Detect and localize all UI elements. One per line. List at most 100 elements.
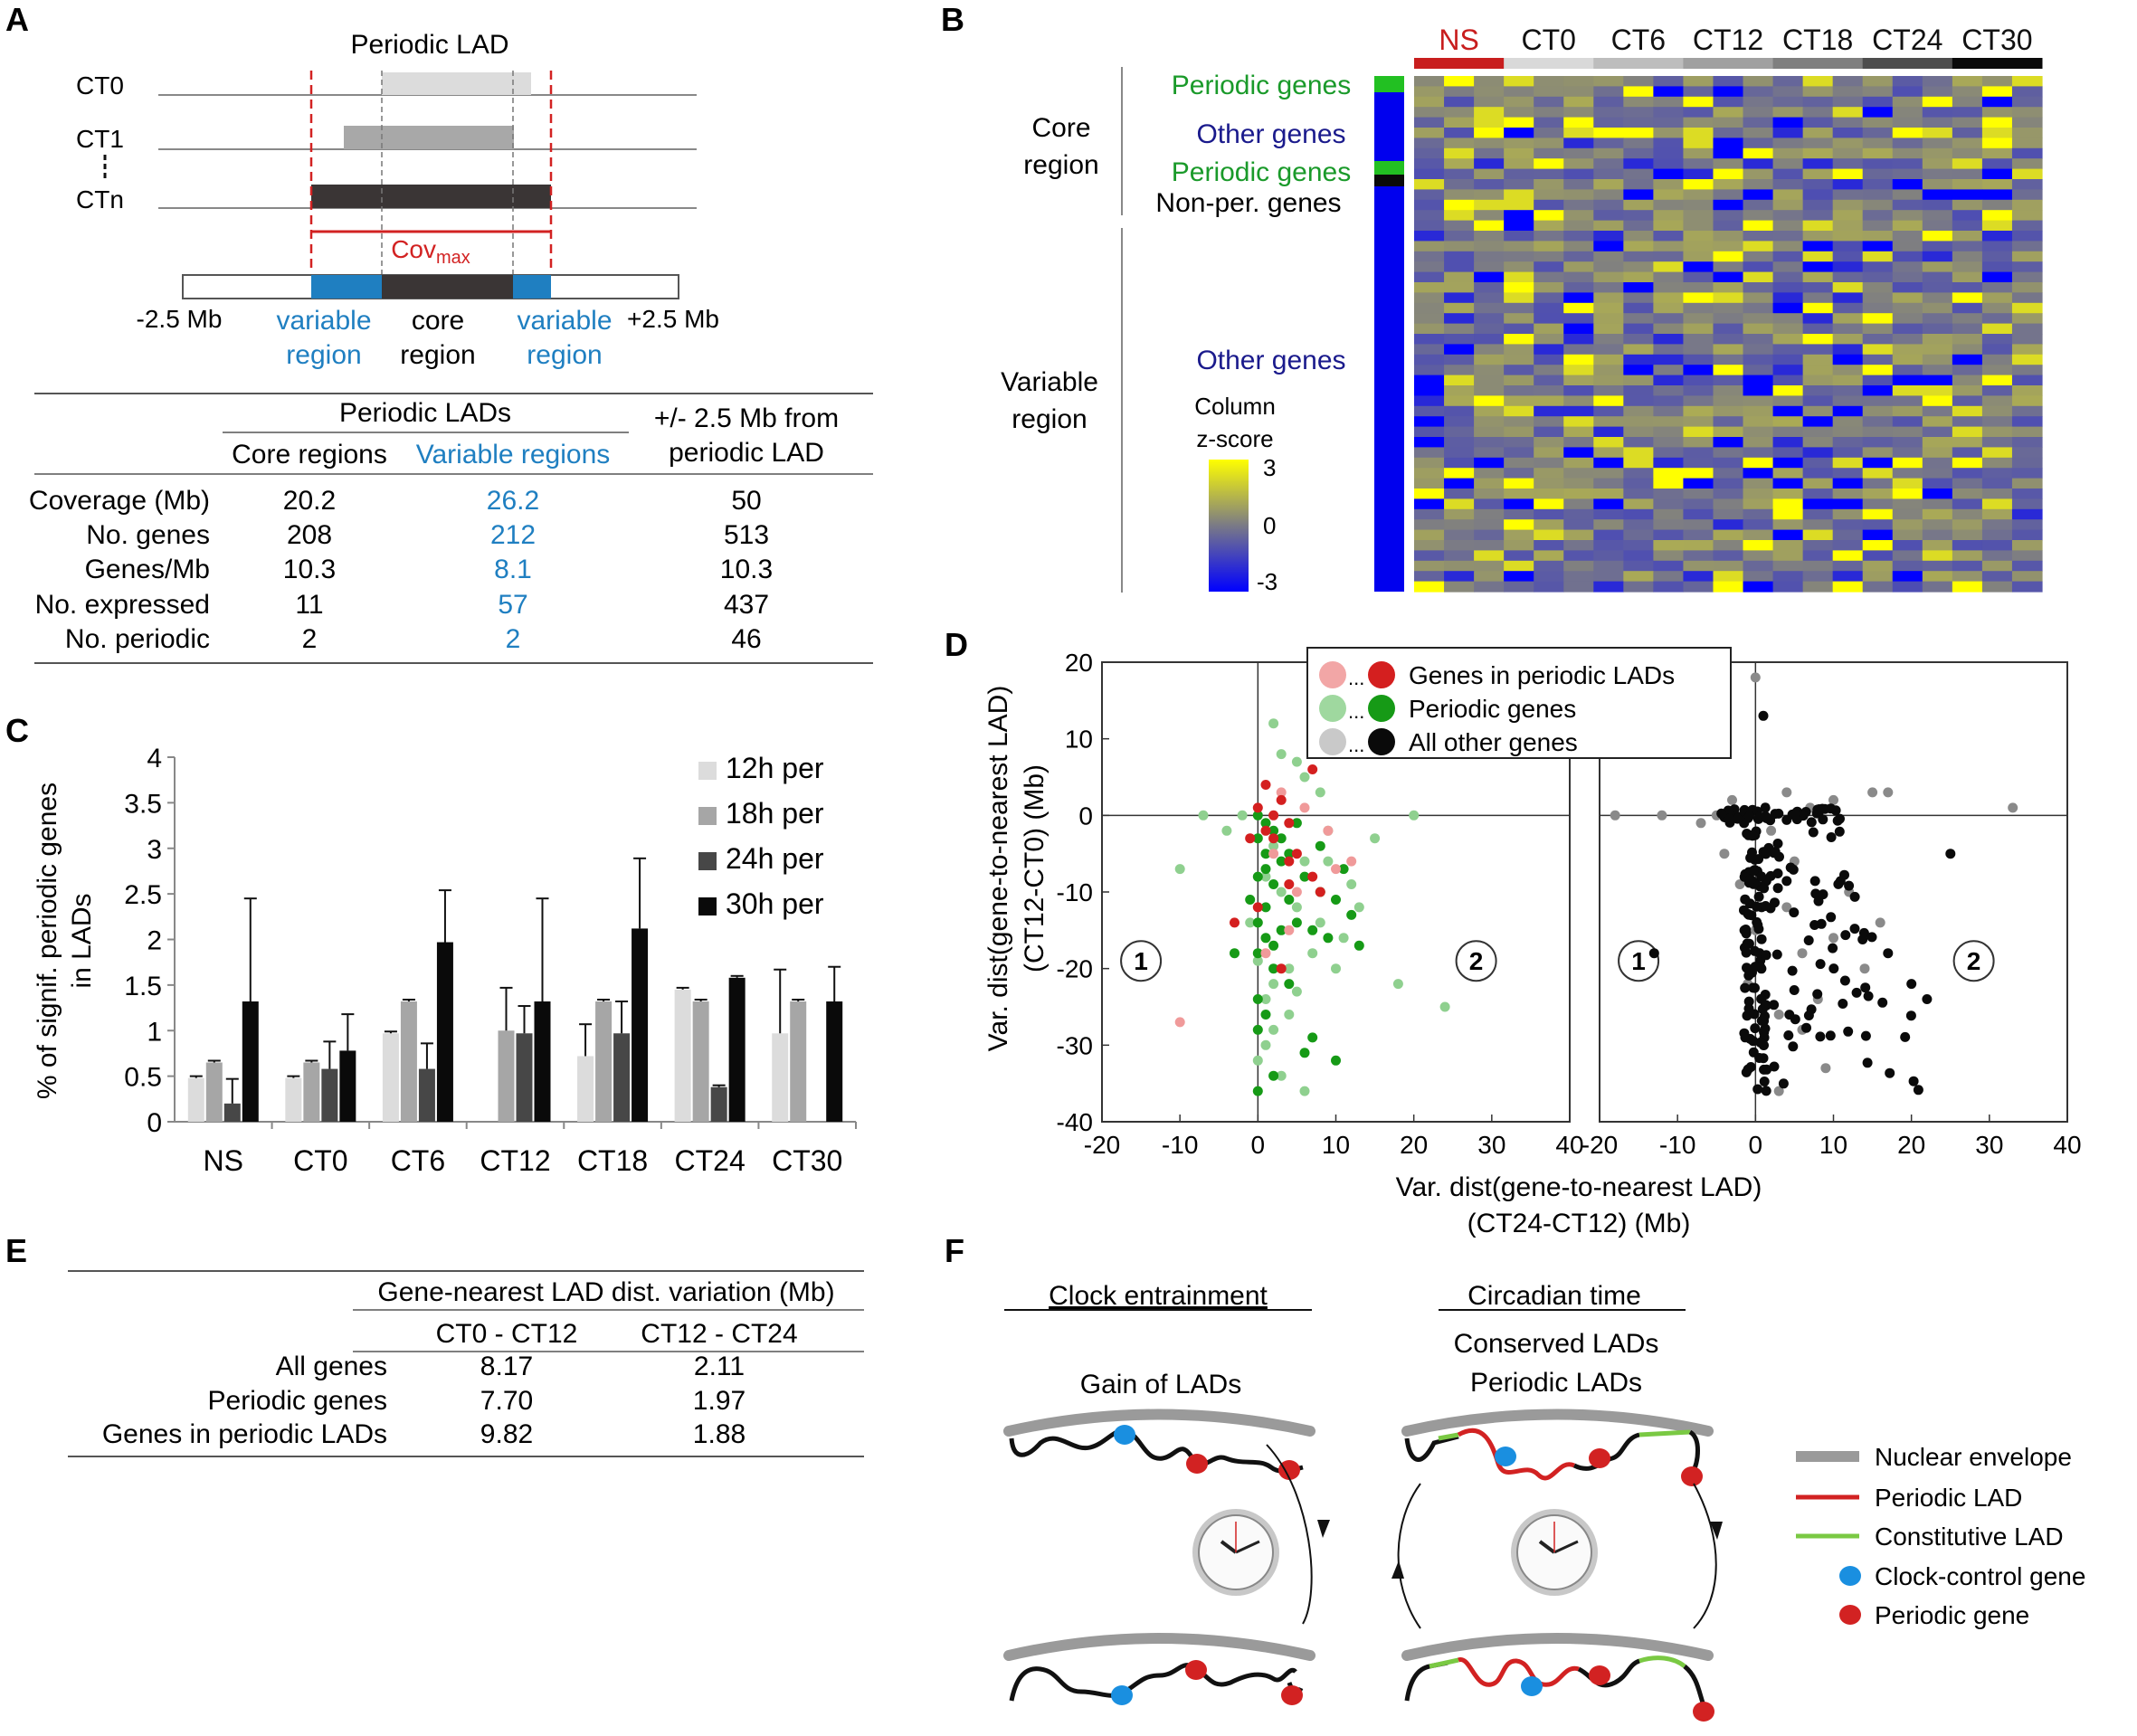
scatter-point	[1331, 1055, 1341, 1066]
scatter-point	[1838, 999, 1848, 1009]
x-tick-label: NS	[204, 1144, 243, 1177]
heatmap-cell	[1743, 519, 1774, 531]
heatmap-cell	[1563, 179, 1594, 190]
heatmap-cell	[1802, 76, 1834, 87]
clock-control-gene-dot	[1495, 1447, 1516, 1466]
heatmap-cell	[2011, 128, 2043, 138]
scatter-point	[1284, 895, 1295, 905]
heatmap-cell	[1593, 385, 1624, 396]
scatter-point	[1866, 932, 1877, 943]
heatmap-cell	[1623, 560, 1654, 572]
heatmap-cell	[1444, 489, 1475, 499]
heatmap-cell	[1892, 447, 1923, 459]
heatmap-cell	[1922, 581, 1953, 593]
scatter-point	[1787, 965, 1798, 976]
heatmap-cell	[1414, 508, 1445, 520]
heatmap-cell	[1474, 251, 1505, 262]
heatmap-cell	[1683, 426, 1714, 438]
heatmap-cell	[1593, 571, 1624, 583]
heatmap-cell	[1981, 457, 2013, 469]
table-group-header: Periodic LADs	[339, 398, 511, 428]
x-tick-label: CT12	[480, 1144, 550, 1177]
heatmap-cell	[1713, 375, 1744, 386]
heatmap-cell	[2011, 498, 2043, 510]
heatmap-cell	[1683, 107, 1714, 119]
colorbar-tick-top: 3	[1263, 454, 1276, 481]
table-col-flank-2: periodic LAD	[669, 438, 824, 468]
heatmap-cell	[1713, 292, 1744, 304]
x-tick-label: CT6	[391, 1144, 445, 1177]
heatmap-cell	[1593, 365, 1624, 376]
heatmap-cell	[1683, 437, 1714, 448]
heading-clock-entrainment: Clock entrainment	[1049, 1281, 1268, 1311]
heatmap-cell	[1743, 334, 1774, 345]
heatmap-cell	[1802, 468, 1834, 479]
heatmap-cell	[1892, 437, 1923, 448]
scatter-point	[1839, 869, 1849, 880]
heatmap-cell	[1802, 529, 1834, 541]
scatter-point	[1790, 1014, 1800, 1025]
heatmap-cell	[1474, 519, 1505, 531]
scatter-point	[1268, 940, 1279, 951]
panel-b: B NS CT0 CT6 CT12 CT18 CT24 CT30 Core region V…	[941, 1, 2043, 595]
heatmap-cell	[1802, 261, 1834, 273]
heatmap-cell	[1832, 365, 1864, 376]
table-e-col1: CT0 - CT12	[436, 1319, 578, 1349]
heatmap-cell	[1772, 354, 1804, 365]
legend-swatch	[698, 852, 717, 870]
heatmap-cell	[2011, 375, 2043, 386]
scatter-point	[1788, 1041, 1799, 1052]
heatmap-cell	[1623, 158, 1654, 170]
heatmap-cell	[1922, 365, 1953, 376]
heatmap-cell	[1832, 179, 1864, 190]
heatmap-cell	[1772, 128, 1804, 138]
heatmap-cell	[1952, 220, 1983, 232]
variable-region-right	[513, 275, 551, 299]
scatter-point	[1260, 994, 1271, 1004]
heatmap-cell	[2011, 107, 2043, 119]
heatmap-cell	[1414, 128, 1445, 138]
heatmap-cell	[1653, 231, 1685, 242]
heatmap-cell	[1743, 117, 1774, 128]
legend-swatch-faint	[1319, 728, 1346, 755]
heatmap-cell	[1504, 96, 1534, 108]
heatmap-cell	[1832, 571, 1864, 583]
heatmap-cell	[1952, 375, 1983, 386]
heatmap-cell	[1832, 128, 1864, 138]
heatmap-cell	[1892, 107, 1923, 119]
heatmap-cell	[1772, 282, 1804, 293]
x-tick-label: 0	[1251, 1131, 1266, 1159]
heatmap-cell	[1534, 478, 1564, 489]
scatter-point	[1770, 847, 1781, 857]
scatter-point	[1745, 874, 1756, 885]
heatmap-cell	[1593, 282, 1624, 293]
legend-swatch-faint	[1319, 695, 1346, 722]
colorbar-title-2: z-score	[1196, 425, 1273, 452]
heatmap-column-bar	[1952, 58, 2043, 69]
heatmap-cell	[1414, 168, 1445, 180]
heatmap-cell	[1593, 251, 1624, 262]
heatmap-cell	[1862, 365, 1894, 376]
heatmap-cell	[1504, 241, 1534, 252]
heatmap-cell	[1713, 354, 1744, 365]
heatmap-cell	[1952, 581, 1983, 593]
heatmap-cell	[2011, 489, 2043, 499]
heatmap-cell	[1623, 323, 1654, 335]
heatmap-cell	[1474, 261, 1505, 273]
chart-d-xlabel-1: Var. dist(gene-to-nearest LAD)	[1396, 1172, 1762, 1202]
heatmap-column-bar	[1504, 58, 1594, 69]
x-tick-label: -20	[1581, 1131, 1618, 1159]
scatter-point	[1759, 883, 1770, 894]
heatmap-cell	[1474, 107, 1505, 119]
periodic-gene-dot	[1281, 1685, 1303, 1705]
heatmap-cell	[1713, 251, 1744, 262]
heatmap-cell	[1504, 282, 1534, 293]
heatmap-cell	[1862, 292, 1894, 304]
scatter-point	[1260, 818, 1271, 829]
heatmap-cell	[1802, 365, 1834, 376]
panel-d: D Var. dist(gene-to-nearest LAD) (CT12-C…	[945, 626, 2082, 1238]
heatmap-cell	[1952, 385, 1983, 396]
table-cell-flank: 10.3	[720, 555, 773, 584]
scatter-point	[1781, 787, 1792, 798]
